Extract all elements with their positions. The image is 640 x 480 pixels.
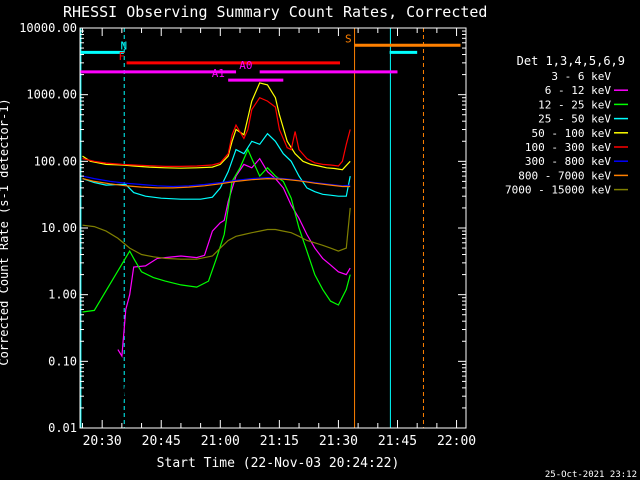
y-axis-label: Corrected Count Rate (s-1 detector-1)	[0, 98, 11, 365]
series-line-9	[82, 207, 351, 260]
series-line-2	[117, 157, 351, 358]
legend-label-7: 300 - 800 keV	[525, 155, 611, 168]
y-tick-label: 0.10	[48, 354, 77, 368]
flag-label-f: F	[119, 50, 126, 63]
y-axis: 10000.00 1000.00 100.00 10.00 1.00 0.10 0.01	[19, 21, 466, 435]
timestamp: 25-Oct-2021 23:12	[545, 470, 637, 480]
y-tick-label: 10.00	[41, 221, 77, 235]
x-tick-label: 20:45	[142, 434, 181, 449]
y-tick-label: 1000.00	[26, 88, 77, 102]
y-tick-label: 10000.00	[19, 21, 77, 35]
legend-label-6: 100 - 300 keV	[525, 141, 611, 154]
legend-label-5: 50 - 100 keV	[532, 127, 612, 140]
flag-label-s: S	[345, 32, 352, 45]
legend-label-2: 6 - 12 keV	[545, 84, 612, 97]
series-line-5	[82, 82, 351, 171]
series-line-3	[82, 148, 351, 313]
x-tick-label: 21:15	[260, 434, 299, 449]
y-tick-label: 100.00	[34, 154, 77, 168]
flag-label-a1: A1	[212, 67, 225, 80]
legend-label-9: 7000 - 15000 keV	[505, 184, 611, 197]
x-tick-label: 20:30	[83, 434, 122, 449]
chart-title: RHESSI Observing Summary Count Rates, Co…	[63, 3, 487, 21]
plot-frame	[79, 27, 467, 429]
legend-title: Det 1,3,4,5,6,9	[517, 54, 625, 68]
series-line-8	[82, 177, 351, 189]
x-axis: 20:30 20:45 21:00 21:15 21:30 21:45 22:00	[81, 28, 476, 449]
legend-label-8: 800 - 7000 keV	[518, 169, 611, 182]
plot-area: NF A0 A1 S	[80, 28, 461, 428]
legend-label-4: 25 - 50 keV	[538, 113, 611, 126]
y-tick-label: 0.01	[48, 421, 77, 435]
flag-label-n: N	[121, 39, 128, 52]
legend-label-1: 3 - 6 keV	[551, 70, 611, 83]
x-axis-label: Start Time (22-Nov-03 20:24:22)	[157, 456, 400, 471]
series-line-4	[82, 132, 351, 200]
x-tick-label: 21:30	[319, 434, 358, 449]
legend-label-3: 12 - 25 keV	[538, 98, 611, 111]
x-tick-label: 22:00	[437, 434, 476, 449]
series-line-6	[82, 96, 351, 167]
x-tick-label: 21:45	[378, 434, 417, 449]
x-tick-label: 21:00	[201, 434, 240, 449]
y-tick-label: 1.00	[48, 288, 77, 302]
flag-label-a0: A0	[239, 59, 252, 72]
series-line-1	[121, 186, 351, 408]
